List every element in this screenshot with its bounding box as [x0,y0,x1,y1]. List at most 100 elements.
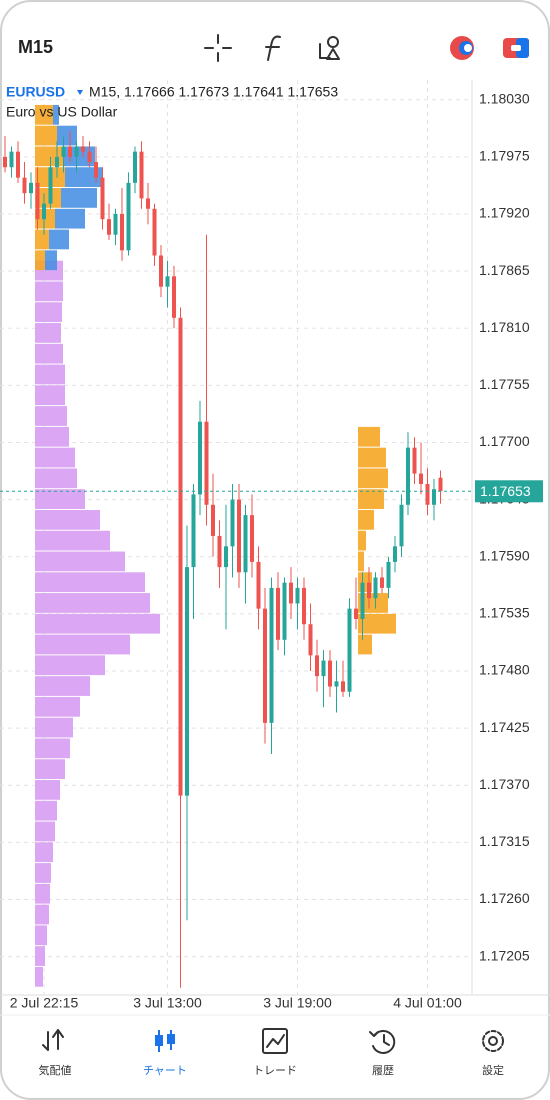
volume-profile-bar [35,883,50,904]
volume-profile-bar [35,925,47,946]
volume-profile-bar [35,489,85,509]
y-tick-label: 1.17205 [479,947,530,963]
volume-profile-bar [35,406,67,426]
candle-body [243,515,248,573]
candle-body [22,177,27,194]
chart-icon[interactable] [155,1030,175,1052]
volume-profile-bar [49,229,69,250]
volume-profile-bar [35,364,65,385]
volume-profile-bar [35,717,73,738]
volume-profile-bar [35,863,51,883]
candle-body [295,587,300,604]
volume-profile-bar [35,551,125,572]
candle-body [172,276,176,318]
candle-body [61,146,66,157]
y-tick-label: 1.17535 [479,605,530,621]
tab-label[interactable]: トレード [253,1065,297,1077]
volume-profile-bar [35,780,60,800]
volume-profile-bar [35,634,130,655]
candle-body [438,477,443,492]
candle-body [16,151,20,178]
y-tick-label: 1.17975 [479,148,530,164]
candle-body [256,561,261,609]
candle-body [211,504,215,536]
y-tick-label: 1.17755 [479,376,530,392]
tab-label[interactable]: 気配値 [39,1063,72,1077]
tab-label[interactable]: 履歴 [372,1064,394,1077]
history-icon[interactable] [369,1029,396,1054]
volume-profile-bar [358,530,366,551]
candle-body [308,624,313,656]
volume-profile-bar [53,104,59,125]
candle-body [48,167,53,204]
y-tick-label: 1.17590 [479,547,530,563]
symbol-dropdown-arrow[interactable] [77,90,83,95]
volume-profile-bar [35,250,45,271]
candle-body [107,219,111,235]
candle-body [139,151,144,199]
candle-body [191,494,196,568]
indicators-icon[interactable] [265,35,281,61]
candle-body [432,489,436,505]
trade-icon[interactable] [503,38,529,58]
candle-body [269,587,274,723]
x-tick-label: 3 Jul 13:00 [133,995,202,1011]
volume-profile-bar [65,167,103,188]
tab-label-active[interactable]: チャート [143,1064,187,1077]
candle-body [68,146,72,157]
candle-body [94,162,98,178]
ohlc-label: M15, 1.17666 1.17673 1.17641 1.17653 [89,84,338,100]
candle-body [263,608,267,723]
y-tick-label: 1.17865 [479,262,530,278]
volume-profile-bar [35,229,49,250]
candle-body [276,587,280,640]
candle-body [81,146,85,152]
volume-profile-bar [35,125,57,146]
tab-label[interactable]: 設定 [482,1063,504,1077]
candle-body [406,447,410,505]
candle-body [185,567,189,796]
volume-profile-bar [35,468,77,489]
trade-tab-icon[interactable] [262,1028,288,1054]
candle-body [120,213,124,251]
volume-profile-bar [35,188,61,208]
candle-body [399,504,404,547]
volume-profile-bar [358,447,386,468]
candle-body [152,208,157,256]
symbol[interactable]: EURUSD [6,84,65,100]
volume-profile-bar [45,250,57,271]
candle-body [373,577,378,599]
volume-profile-bar [35,613,160,634]
objects-icon[interactable] [319,36,340,60]
candle-body [198,421,202,495]
candle-body [204,421,209,505]
volume-profile-bar [358,593,388,613]
candle-body [419,473,423,485]
candle-body [386,561,391,588]
volume-profile-bar [35,593,150,613]
candle-body [328,660,332,687]
volume-profile-bar [358,426,380,447]
settings-icon[interactable] [482,1030,504,1052]
candle-body [321,660,326,677]
volume-profile-bar [358,634,372,655]
timeframe-button[interactable]: M15 [18,37,53,57]
volume-profile-bar [358,551,364,572]
volume-profile-bar [358,509,374,530]
one-click-icon[interactable] [450,36,474,60]
candle-body [250,515,254,562]
candle-body [178,317,183,796]
crosshair-icon[interactable] [204,34,232,62]
y-tick-label: 1.17480 [479,662,530,678]
y-tick-label: 1.17425 [479,719,530,735]
volume-profile-bar [35,800,57,821]
candle-body [55,156,59,168]
quotes-icon[interactable] [42,1029,64,1051]
candle-body [133,151,137,183]
candle-body [354,608,358,620]
volume-profile-bar [35,323,61,343]
volume-profile-bar [35,104,53,125]
candle-body [412,447,417,474]
